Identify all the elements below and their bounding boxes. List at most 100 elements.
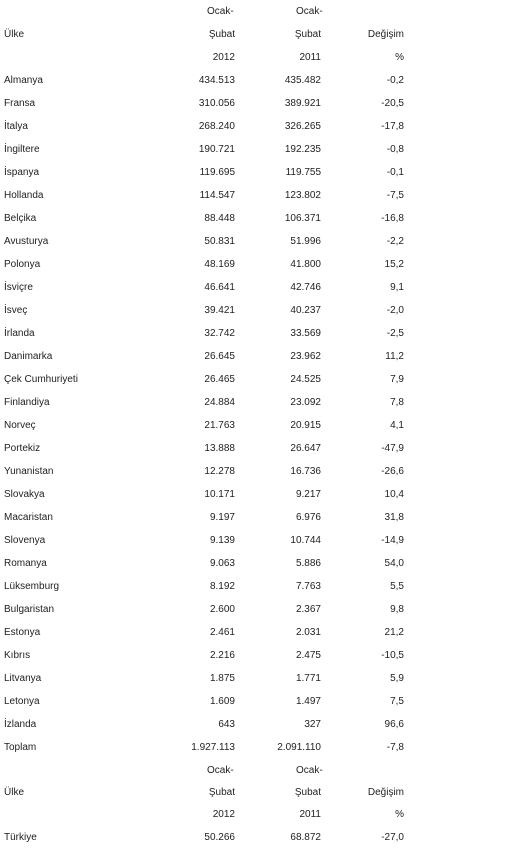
table-row: Finlandiya 24.884 23.092 7,8 xyxy=(0,397,521,420)
value-2012: 32.742 xyxy=(204,328,235,339)
value-2012: 9.063 xyxy=(209,558,235,569)
country-name: Almanya xyxy=(4,75,43,86)
change-percent: -2,2 xyxy=(386,236,404,247)
table1-col2-header-line2: Şubat xyxy=(294,29,321,40)
country-name: Bulgaristan xyxy=(4,604,55,615)
table-row: Romanya 9.063 5.886 54,0 xyxy=(0,558,521,581)
value-2011: 24.525 xyxy=(290,374,321,385)
change-percent: 10,4 xyxy=(384,489,404,500)
table-row: İtalya 268.240 326.265 -17,8 xyxy=(0,121,521,144)
value-2011: 41.800 xyxy=(290,259,321,270)
country-name: Letonya xyxy=(4,696,40,707)
change-percent: 5,5 xyxy=(390,581,404,592)
value-2011: 40.237 xyxy=(290,305,321,316)
table-row: Hollanda 114.547 123.802 -7,5 xyxy=(0,190,521,213)
value-2011: 23.092 xyxy=(290,397,321,408)
table2-header-row-1: Ocak- Ocak- xyxy=(0,765,521,788)
value-2011: 2.367 xyxy=(295,604,321,615)
country-name: Polonya xyxy=(4,259,41,270)
table-row: Litvanya 1.875 1.771 5,9 xyxy=(0,673,521,696)
table1-header-row-1: Ocak- Ocak- xyxy=(0,6,521,29)
change-percent: 4,1 xyxy=(390,420,404,431)
table2-header-row-3: 2012 2011 % xyxy=(0,809,521,832)
country-name: İrlanda xyxy=(4,328,35,339)
value-2012: 1.875 xyxy=(209,673,235,684)
value-2011: 42.746 xyxy=(290,282,321,293)
change-percent: -10,5 xyxy=(381,650,404,661)
change-percent: 96,6 xyxy=(384,719,404,730)
country-name: Avusturya xyxy=(4,236,49,247)
value-2011: 26.647 xyxy=(290,443,321,454)
value-2011: 389.921 xyxy=(284,98,321,109)
value-2011: 2.031 xyxy=(295,627,321,638)
country-name: Estonya xyxy=(4,627,41,638)
country-name: Norveç xyxy=(4,420,36,431)
change-percent: 15,2 xyxy=(384,259,404,270)
value-2012: 434.513 xyxy=(198,75,235,86)
change-percent: -26,6 xyxy=(381,466,404,477)
value-2011: 51.996 xyxy=(290,236,321,247)
value-2012: 21.763 xyxy=(204,420,235,431)
value-2012: 26.645 xyxy=(204,351,235,362)
value-2012: 8.192 xyxy=(209,581,235,592)
total-2012: 1.927.113 xyxy=(191,742,235,753)
table-row: Avusturya 50.831 51.996 -2,2 xyxy=(0,236,521,259)
total-2011: 2.091.110 xyxy=(277,742,321,753)
change-percent: -20,5 xyxy=(381,98,404,109)
table1-country-header: Ülke xyxy=(4,29,25,40)
table-row: Belçika 88.448 106.371 -16,8 xyxy=(0,213,521,236)
value-2012: 119.695 xyxy=(199,167,235,178)
table2-change-header: Değişim xyxy=(367,787,404,798)
value-2011: 435.482 xyxy=(284,75,321,86)
table2-col1-header-line1: Ocak- xyxy=(207,765,234,776)
value-2012: 1.609 xyxy=(209,696,235,707)
country-name: Danimarka xyxy=(4,351,53,362)
change-percent: -27,0 xyxy=(381,832,404,843)
value-2011: 123.802 xyxy=(284,190,321,201)
table-row: Yunanistan 12.278 16.736 -26,6 xyxy=(0,466,521,489)
table2-col2-year: 2011 xyxy=(299,809,321,820)
value-2011: 1.771 xyxy=(295,673,321,684)
change-percent: -14,9 xyxy=(381,535,404,546)
table-row: Kıbrıs 2.216 2.475 -10,5 xyxy=(0,650,521,673)
table-row: Polonya 48.169 41.800 15,2 xyxy=(0,259,521,282)
value-2012: 48.169 xyxy=(204,259,235,270)
value-2011: 20.915 xyxy=(290,420,321,431)
table2-country-header: Ülke xyxy=(4,787,25,798)
change-percent: 5,9 xyxy=(390,673,404,684)
table-row: Lüksemburg 8.192 7.763 5,5 xyxy=(0,581,521,604)
value-2012: 24.884 xyxy=(204,397,235,408)
value-2011: 2.475 xyxy=(295,650,321,661)
value-2012: 2.461 xyxy=(209,627,235,638)
country-name: Slovakya xyxy=(4,489,45,500)
change-percent: 54,0 xyxy=(384,558,404,569)
value-2011: 10.744 xyxy=(290,535,321,546)
value-2012: 50.266 xyxy=(204,832,235,843)
value-2011: 6.976 xyxy=(295,512,321,523)
table1-change-header: Değişim xyxy=(367,29,404,40)
country-name: Portekiz xyxy=(4,443,41,454)
value-2011: 7.763 xyxy=(295,581,321,592)
country-name: Çek Cumhuriyeti xyxy=(4,374,78,385)
table-row: Türkiye 50.266 68.872 -27,0 xyxy=(0,832,521,855)
table-row: İngiltere 190.721 192.235 -0,8 xyxy=(0,144,521,167)
table-row: İsveç 39.421 40.237 -2,0 xyxy=(0,305,521,328)
table-row: Almanya 434.513 435.482 -0,2 xyxy=(0,75,521,98)
country-name: İspanya xyxy=(4,167,40,178)
value-2012: 10.171 xyxy=(204,489,235,500)
table-row: İzlanda 643 327 96,6 xyxy=(0,719,521,742)
country-name: Yunanistan xyxy=(4,466,54,477)
table1-col1-header-line2: Şubat xyxy=(208,29,235,40)
table1-header-row-2: Ülke Şubat Şubat Değişim xyxy=(0,29,521,52)
table2-change-unit: % xyxy=(395,809,404,820)
value-2011: 1.497 xyxy=(295,696,321,707)
change-percent: -2,0 xyxy=(386,305,404,316)
change-percent: 7,5 xyxy=(390,696,404,707)
table1-col2-header-line1: Ocak- xyxy=(296,6,323,17)
table-row: İsviçre 46.641 42.746 9,1 xyxy=(0,282,521,305)
value-2011: 106.371 xyxy=(284,213,321,224)
value-2012: 26.465 xyxy=(204,374,235,385)
value-2012: 88.448 xyxy=(204,213,235,224)
table-row: Norveç 21.763 20.915 4,1 xyxy=(0,420,521,443)
